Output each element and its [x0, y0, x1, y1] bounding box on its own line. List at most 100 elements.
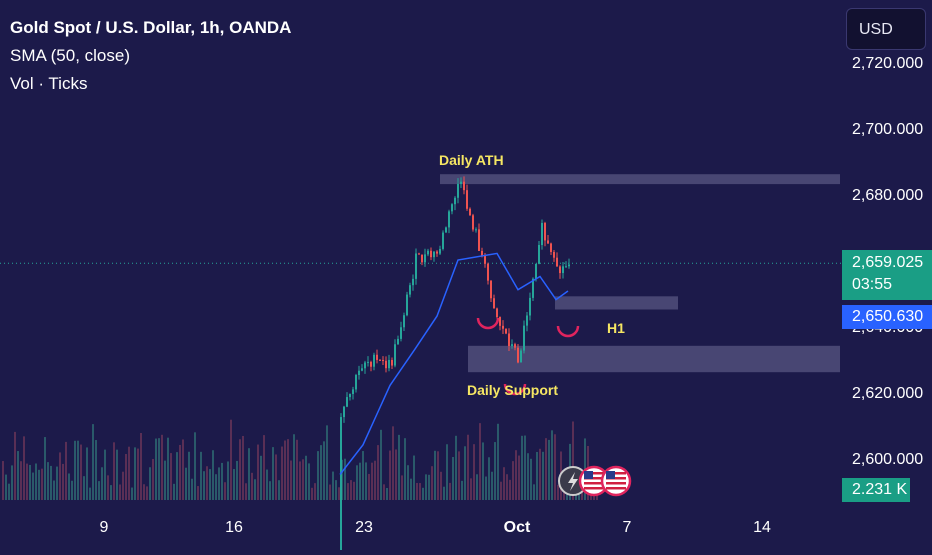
candle-body[interactable] [343, 406, 345, 418]
zone-label[interactable]: Daily Support [467, 382, 558, 398]
candle-body[interactable] [415, 253, 417, 279]
candle-body[interactable] [499, 317, 501, 326]
candle-body[interactable] [424, 254, 426, 263]
candle-body[interactable] [367, 361, 369, 363]
candle-body[interactable] [442, 232, 444, 249]
candle-body[interactable] [427, 250, 429, 255]
candle-body[interactable] [484, 255, 486, 264]
candle-body[interactable] [355, 375, 357, 390]
reversal-arc-annotation[interactable] [503, 383, 527, 396]
candle-body[interactable] [502, 325, 504, 329]
candle-body[interactable] [463, 181, 465, 191]
candle-body[interactable] [412, 278, 414, 286]
sma-indicator-label[interactable]: SMA (50, close) [10, 46, 130, 65]
zone-label[interactable]: H1 [607, 320, 625, 336]
volume-indicator-label[interactable]: Vol · Ticks [10, 74, 88, 93]
volume-bar [29, 464, 31, 500]
candle-body[interactable] [517, 347, 519, 363]
candle-body[interactable] [454, 197, 456, 205]
candle-body[interactable] [370, 361, 372, 367]
candle-body[interactable] [526, 315, 528, 326]
volume-bar [452, 456, 454, 500]
zone-daily-ath[interactable] [440, 174, 840, 185]
zone-daily-support[interactable] [468, 345, 840, 373]
reversal-arc-annotation[interactable] [556, 325, 580, 338]
volume-bar [80, 444, 82, 500]
candle-body[interactable] [475, 229, 477, 231]
candle-body[interactable] [349, 394, 351, 398]
candle-body[interactable] [388, 359, 390, 369]
candle-body[interactable] [556, 257, 558, 267]
candle-body[interactable] [394, 344, 396, 366]
sma-line[interactable] [339, 252, 569, 475]
reversal-arc-annotation[interactable] [476, 317, 500, 330]
volume-bar [311, 487, 313, 500]
candle-body[interactable] [541, 222, 543, 245]
candle-body[interactable] [535, 263, 537, 279]
candle-body[interactable] [508, 333, 510, 347]
candle-body[interactable] [352, 389, 354, 395]
candle-body[interactable] [487, 263, 489, 281]
candle-body[interactable] [553, 251, 555, 258]
candle-body[interactable] [544, 222, 546, 241]
candle-body[interactable] [496, 308, 498, 318]
candle-body[interactable] [376, 354, 378, 360]
volume-bar [389, 450, 391, 500]
candle-body[interactable] [373, 354, 375, 367]
zone-label[interactable]: Daily ATH [439, 152, 504, 168]
candle-body[interactable] [490, 280, 492, 299]
candle-body[interactable] [400, 327, 402, 339]
candle-body[interactable] [538, 244, 540, 264]
candle-body[interactable] [493, 298, 495, 309]
candle-body[interactable] [565, 266, 567, 268]
candle-body[interactable] [469, 208, 471, 216]
candle-body[interactable] [433, 251, 435, 258]
candle-body[interactable] [481, 250, 483, 256]
candle-body[interactable] [406, 294, 408, 316]
candle-body[interactable] [472, 215, 474, 230]
candle-body[interactable] [457, 183, 459, 198]
candle-body[interactable] [358, 370, 360, 376]
candle-body[interactable] [391, 359, 393, 366]
zone-h1[interactable] [555, 296, 678, 310]
candle-body[interactable] [505, 328, 507, 334]
candle-body[interactable] [421, 254, 423, 263]
candle-body[interactable] [409, 285, 411, 295]
candle-body[interactable] [562, 266, 564, 274]
candle-body[interactable] [559, 266, 561, 274]
candle-body[interactable] [430, 250, 432, 258]
candle-body[interactable] [529, 297, 531, 316]
candle-body[interactable] [445, 227, 447, 233]
candle-body[interactable] [418, 253, 420, 255]
candle-body[interactable] [547, 240, 549, 244]
candle-body[interactable] [514, 344, 516, 348]
volume-bar [272, 447, 274, 500]
candle-body[interactable] [397, 338, 399, 345]
candle-body[interactable] [523, 325, 525, 351]
volume-bar [131, 487, 133, 500]
candle-body[interactable] [532, 278, 534, 298]
candle-body[interactable] [382, 359, 384, 361]
candle-body[interactable] [460, 181, 462, 184]
candle-body[interactable] [448, 211, 450, 228]
candle-body[interactable] [361, 368, 363, 371]
candle-body[interactable] [511, 344, 513, 347]
volume-bar [320, 445, 322, 500]
candle-body[interactable] [568, 264, 570, 267]
candle-body[interactable] [379, 359, 381, 361]
candle-body[interactable] [340, 417, 342, 555]
candle-body[interactable] [520, 350, 522, 363]
candle-body[interactable] [385, 360, 387, 369]
candle-body[interactable] [439, 248, 441, 254]
candle-body[interactable] [436, 251, 438, 254]
currency-button[interactable]: USD [846, 8, 926, 50]
candle-body[interactable] [346, 397, 348, 407]
candle-body[interactable] [478, 229, 480, 251]
candle-body[interactable] [364, 362, 366, 369]
candle-body[interactable] [403, 315, 405, 328]
candle-body[interactable] [550, 243, 552, 252]
candle-body[interactable] [466, 190, 468, 209]
candle-body[interactable] [451, 204, 453, 212]
volume-bar [170, 453, 172, 500]
symbol-title[interactable]: Gold Spot / U.S. Dollar, 1h, OANDA [10, 18, 292, 37]
